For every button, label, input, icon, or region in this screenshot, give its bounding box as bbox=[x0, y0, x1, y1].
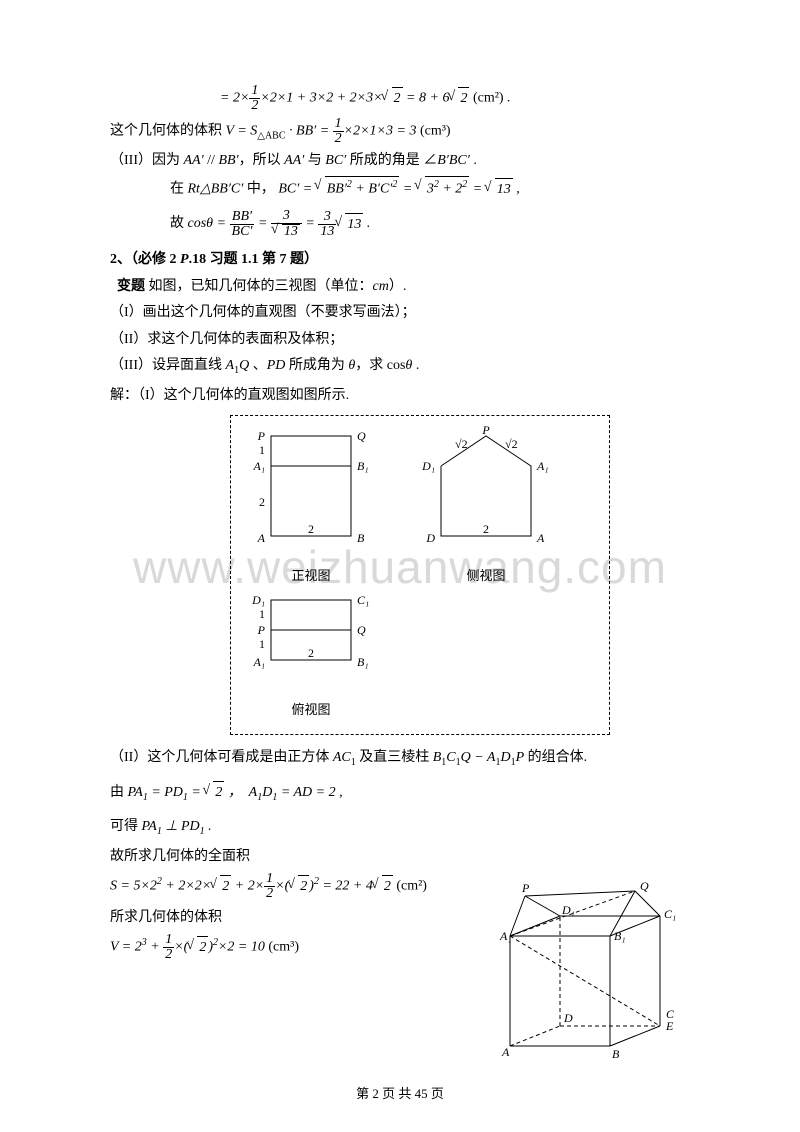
bianti-line: 变题 如图，已知几何体的三视图（单位：cm）. bbox=[110, 276, 690, 298]
svg-text:1: 1 bbox=[259, 443, 265, 457]
svg-text:B: B bbox=[612, 1047, 620, 1061]
part3-line1: （III）因为 AA′ // BB′，所以 AA′ 与 BC′ 所成的角是 ∠B… bbox=[110, 150, 690, 172]
svg-text:2: 2 bbox=[308, 522, 314, 536]
svg-text:B: B bbox=[357, 531, 365, 545]
svg-text:√2: √2 bbox=[505, 437, 518, 451]
surface-eq: S = 5×22 + 2×2×2 + 2×12×(2)2 = 22 + 42 (… bbox=[110, 872, 690, 901]
problem2-header: 2、（必修 2 P.18 习题 1.1 第 7 题） bbox=[110, 249, 690, 271]
p2-q1: （I）画出这个几何体的直观图（不要求写画法）； bbox=[110, 302, 690, 324]
p2-q3: （III）设异面直线 A1Q 、PD 所成角为 θ，求 cosθ . bbox=[110, 355, 690, 379]
given1: 由 PA1 = PD1 = 2 ， A1D1 = AD = 2 , bbox=[110, 781, 690, 806]
part3-line3: 故 cosθ = BB′BC′ = 313 = 31313 . bbox=[170, 209, 690, 239]
svg-text:C₁: C₁ bbox=[357, 593, 369, 607]
svg-text:B₁: B₁ bbox=[357, 459, 369, 473]
svg-text:A: A bbox=[536, 531, 545, 545]
svg-text:A₁: A₁ bbox=[252, 459, 265, 473]
svg-text:P: P bbox=[257, 429, 266, 443]
svg-text:D: D bbox=[425, 531, 435, 545]
svg-text:A₁: A₁ bbox=[536, 459, 549, 473]
svg-text:P: P bbox=[257, 623, 266, 637]
given2: 可得 PA1 ⊥ PD1 . bbox=[110, 816, 690, 840]
svg-text:D₁: D₁ bbox=[251, 593, 265, 607]
front-view: P Q A₁ B₁ A B 1 2 2 正视图 bbox=[241, 426, 381, 584]
svg-text:P: P bbox=[481, 426, 490, 437]
top-view: D₁ C₁ P Q A₁ B₁ 1 1 2 俯视图 bbox=[241, 590, 381, 718]
svg-text:E: E bbox=[665, 1019, 674, 1033]
volume-prefix: 所求几何体的体积 bbox=[110, 907, 690, 929]
page-footer: 第 2 页 共 45 页 bbox=[0, 1083, 800, 1102]
svg-text:1: 1 bbox=[259, 637, 265, 651]
svg-text:A₁: A₁ bbox=[252, 655, 265, 669]
sol-p2: （II）这个几何体可看成是由正方体 AC1 及直三棱柱 B1C1Q − A1D1… bbox=[110, 747, 690, 771]
svg-text:C: C bbox=[666, 1007, 675, 1021]
side-view: P D₁ A₁ D A √2 √2 2 侧视图 bbox=[411, 426, 561, 584]
eq-1: = 2×12×2×1 + 3×2 + 2×3×2 = 8 + 62 (cm²) … bbox=[220, 84, 690, 113]
svg-text:B₁: B₁ bbox=[357, 655, 369, 669]
svg-text:√2: √2 bbox=[455, 437, 468, 451]
svg-text:A: A bbox=[257, 531, 266, 545]
svg-text:A: A bbox=[501, 1045, 510, 1059]
svg-text:2: 2 bbox=[308, 646, 314, 660]
p2-q2: （II）求这个几何体的表面积及体积； bbox=[110, 329, 690, 351]
volume-line: 这个几何体的体积 V = S△ABC · BB′ = 12×2×1×3 = 3 … bbox=[110, 117, 690, 146]
svg-text:D: D bbox=[563, 1011, 573, 1025]
part3-line2: 在 Rt△BB′C′ 中， BC′ = BB′2 + B′C′2 = 32 + … bbox=[170, 176, 690, 201]
svg-text:1: 1 bbox=[259, 607, 265, 621]
svg-text:Q: Q bbox=[357, 429, 366, 443]
svg-text:2: 2 bbox=[259, 495, 265, 509]
sol-p1: 解：（I）这个几何体的直观图如图所示. bbox=[110, 385, 690, 407]
svg-text:D₁: D₁ bbox=[421, 459, 435, 473]
svg-text:Q: Q bbox=[357, 623, 366, 637]
volume-eq: V = 23 + 12×(2)2×2 = 10 (cm³) bbox=[110, 933, 690, 962]
surface-prefix: 故所求几何体的全面积 bbox=[110, 846, 690, 868]
three-view-box: P Q A₁ B₁ A B 1 2 2 正视图 bbox=[230, 415, 610, 735]
svg-text:2: 2 bbox=[483, 522, 489, 536]
